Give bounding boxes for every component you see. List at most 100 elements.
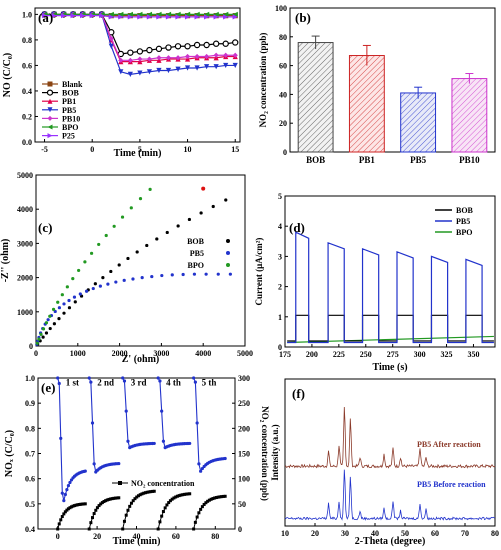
data-point: [213, 14, 219, 20]
data-point: [78, 292, 82, 296]
panel-label: (e): [41, 380, 55, 395]
data-point: [232, 62, 238, 69]
y-tick-label: 0.8: [22, 36, 32, 45]
x-tick-label: 250: [360, 350, 372, 359]
data-point: [158, 379, 162, 383]
y-tick-label: 0: [29, 342, 33, 351]
cycle-label: 2 nd: [97, 378, 114, 388]
data-point: [127, 57, 133, 63]
data-point: [71, 504, 75, 508]
data-point: [98, 284, 102, 288]
data-point: [211, 204, 215, 209]
y-tick-label: 5000: [17, 171, 33, 180]
bar: [348, 55, 385, 153]
x-tick-label: 175: [279, 350, 291, 359]
data-point: [48, 314, 52, 318]
data-point: [194, 65, 200, 71]
data-point: [87, 376, 91, 380]
data-point: [145, 490, 149, 494]
data-point: [199, 211, 203, 215]
y-tick-label-right: 0: [238, 525, 242, 534]
data-point: [156, 55, 162, 61]
legend-label: PB5: [190, 249, 204, 258]
data-point: [122, 278, 126, 282]
data-point: [104, 499, 108, 503]
data-point: [73, 504, 77, 508]
data-point: [211, 497, 215, 501]
data-point: [194, 14, 200, 20]
legend: BOB PB5 BPO: [187, 237, 230, 270]
data-point: [223, 62, 229, 69]
data-point: [204, 501, 208, 505]
x-tick-label: 1000: [70, 349, 86, 358]
cycle-label: 4 th: [166, 378, 181, 388]
x-tick-label: 2000: [112, 349, 128, 358]
data-point: [216, 272, 220, 276]
panel-label: (b): [295, 10, 311, 25]
series-label: PB5 After reaction: [417, 440, 481, 449]
data-point: [121, 527, 125, 531]
data-point: [181, 272, 185, 277]
y-axis-label: NOₓ (C/C₀): [4, 430, 15, 477]
data-point: [91, 286, 95, 291]
data-point: [89, 380, 93, 384]
data-point: [192, 376, 196, 380]
data-point: [138, 493, 142, 497]
data-point: [197, 511, 201, 515]
data-point: [143, 491, 147, 495]
data-point: [127, 11, 133, 17]
data-point: [106, 282, 110, 286]
data-point: [197, 462, 201, 466]
data-point: [223, 456, 227, 461]
data-point: [83, 469, 87, 473]
series-line: [193, 377, 226, 473]
data-point: [184, 11, 191, 17]
panel-a: -5 0 5 10 15 0.0 0.2 0.4 0.6 0.8 1.0 BlankBOBPB1PB5…: [2, 7, 241, 159]
data-point: [160, 514, 164, 518]
data-point: [57, 522, 61, 526]
data-point: [131, 277, 135, 281]
series-line: [287, 314, 494, 342]
data-point: [47, 98, 53, 104]
data-point: [140, 492, 144, 496]
data-point: [193, 380, 197, 384]
data-point: [194, 11, 200, 17]
data-point: [184, 492, 188, 496]
data-point: [146, 14, 153, 20]
y-axis-label: -Z'' (ohm): [0, 239, 11, 283]
data-point: [187, 217, 192, 222]
data-point: [184, 53, 191, 60]
data-point: [175, 14, 181, 20]
data-point: [61, 13, 67, 19]
x-tick-label: PB5: [410, 155, 427, 165]
data-point: [122, 379, 127, 383]
data-point: [137, 70, 143, 76]
panel-d: 175 200 225 250 275 300 325 350 0 1 2 3 4 5 BOB PB5 BPO T…: [254, 192, 496, 373]
data-point: [83, 502, 87, 506]
data-point: [146, 11, 153, 17]
data-point: [127, 49, 134, 56]
data-point: [117, 263, 121, 267]
data-point: [77, 503, 81, 507]
data-point: [72, 295, 77, 299]
y-tick-label: 1.0: [25, 374, 35, 383]
data-point: [39, 332, 43, 336]
data-point: [170, 273, 174, 277]
data-point: [47, 107, 53, 113]
data-point: [89, 521, 93, 525]
x-tick-label: 60: [172, 532, 180, 541]
y-axis-label: NO (C/C₀): [2, 53, 13, 97]
data-point: [207, 498, 211, 502]
data-point: [118, 481, 122, 485]
data-point: [89, 13, 95, 19]
x-tick-label: BOB: [306, 155, 325, 165]
data-point: [63, 510, 67, 514]
data-point: [131, 499, 135, 503]
data-point: [74, 503, 78, 507]
data-point: [69, 505, 73, 509]
data-point: [124, 409, 128, 413]
data-point: [122, 519, 126, 523]
data-point: [161, 439, 166, 443]
data-point: [155, 237, 159, 241]
data-point: [175, 66, 181, 72]
